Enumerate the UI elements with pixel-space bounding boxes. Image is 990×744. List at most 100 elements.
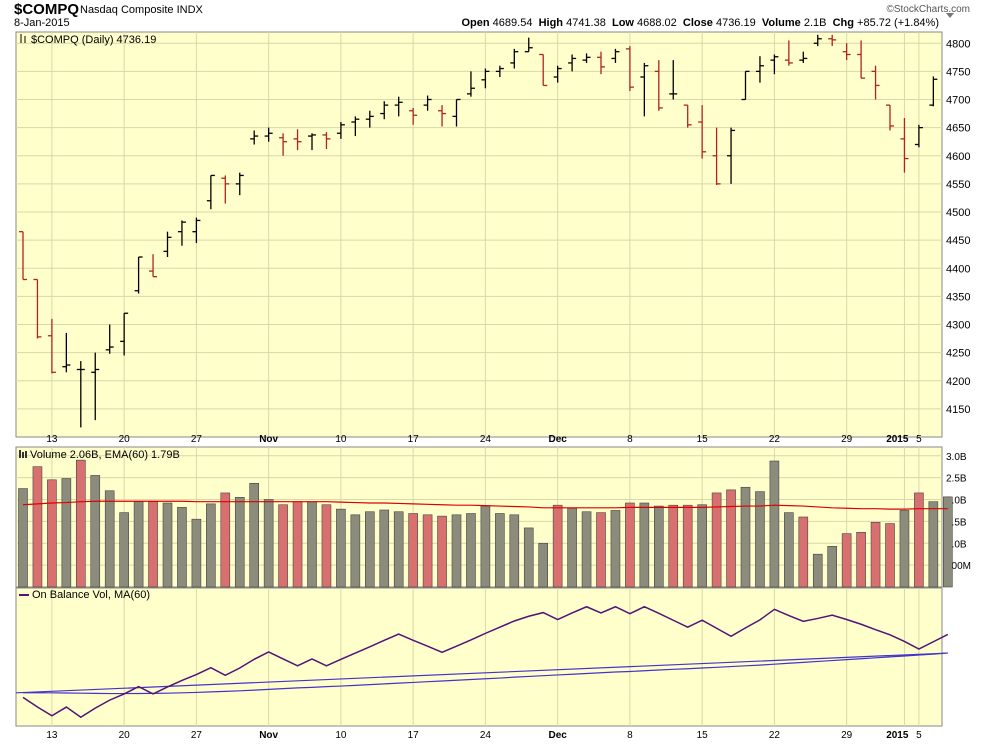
x-axis-label: 22 bbox=[769, 434, 781, 445]
price-panel bbox=[15, 31, 943, 438]
price-axis-label: 4600 bbox=[946, 151, 970, 163]
ohlc-bar bbox=[568, 54, 577, 72]
volume-bar bbox=[234, 497, 245, 588]
volume-bar bbox=[697, 504, 707, 588]
volume-bar bbox=[740, 486, 751, 588]
x-axis-label-bottom: 24 bbox=[480, 730, 492, 741]
ohlc-bar bbox=[510, 48, 519, 69]
obv-legend-text: On Balance Vol, MA(60) bbox=[32, 589, 150, 601]
low-value: 4688.02 bbox=[637, 17, 677, 29]
ohlc-bar bbox=[683, 104, 692, 128]
volume-bar bbox=[61, 478, 72, 588]
volume-bar bbox=[495, 513, 505, 588]
ohlc-bar bbox=[886, 104, 894, 131]
volume-bar bbox=[76, 459, 86, 588]
volume-axis-label: 1.5B bbox=[946, 517, 967, 528]
ohlc-bar bbox=[799, 51, 808, 63]
volume-axis-label: 2.0B bbox=[946, 496, 967, 507]
price-axis-label: 4800 bbox=[946, 38, 970, 50]
volume-bar bbox=[278, 504, 288, 588]
volume-bar bbox=[610, 510, 621, 588]
price-axis-label: 4450 bbox=[946, 235, 970, 247]
ohlc-bar bbox=[481, 68, 490, 89]
ohlc-bar bbox=[76, 361, 85, 428]
ohlc-bar bbox=[582, 53, 591, 63]
ohlc-bar bbox=[784, 40, 793, 66]
ohlc-bar bbox=[365, 110, 374, 128]
ohlc-bar bbox=[62, 332, 71, 373]
x-axis-label-bottom: 10 bbox=[335, 730, 347, 741]
ohlc-bar bbox=[394, 96, 403, 117]
x-axis-label-bottom: 15 bbox=[697, 730, 709, 741]
ohlc-bar bbox=[842, 43, 851, 61]
price-axis-label: 4200 bbox=[946, 376, 970, 388]
ohlc-bar bbox=[741, 70, 750, 101]
volume-bar bbox=[914, 492, 924, 588]
ohlc-bar bbox=[597, 51, 605, 75]
volume-bar bbox=[567, 507, 577, 588]
volume-bar bbox=[596, 512, 606, 588]
volume-bar bbox=[726, 489, 736, 588]
volume-bar bbox=[220, 492, 231, 588]
high-label: High bbox=[538, 17, 564, 29]
x-axis-label: Nov bbox=[259, 434, 278, 445]
volume-bar bbox=[885, 523, 895, 588]
price-axis-label: 4250 bbox=[946, 348, 970, 360]
ohlc-bar bbox=[250, 130, 259, 145]
volume-bar bbox=[336, 508, 346, 588]
ohlc-bar bbox=[611, 48, 620, 63]
ohlc-bar bbox=[770, 54, 779, 75]
quote-summary: Open 4689.54 High 4741.38 Low 4688.02 Cl… bbox=[461, 17, 939, 29]
ohlc-bar bbox=[669, 60, 678, 100]
price-axis-label: 4750 bbox=[946, 66, 970, 78]
ohlc-bar bbox=[857, 40, 866, 79]
chart-menu-arrow-icon bbox=[946, 13, 954, 18]
ohlc-bar bbox=[900, 118, 909, 173]
volume-bar bbox=[784, 512, 794, 588]
ohlc-bar bbox=[380, 101, 389, 120]
ohlc-bar bbox=[105, 324, 114, 354]
ohlc-bar bbox=[134, 256, 143, 294]
volume-bar bbox=[856, 532, 866, 588]
ohlc-bar bbox=[163, 231, 172, 257]
x-axis-label-bottom: 5 bbox=[916, 730, 922, 741]
obv-panel bbox=[15, 587, 943, 727]
volume-bar bbox=[451, 514, 462, 588]
x-axis-label: 8 bbox=[627, 434, 633, 445]
volume-bar bbox=[191, 518, 202, 588]
x-axis-label: Dec bbox=[548, 434, 567, 445]
obv-line bbox=[22, 605, 949, 719]
ohlc-bar bbox=[336, 122, 345, 139]
volume-bar bbox=[162, 502, 173, 588]
volume-bar bbox=[408, 513, 418, 588]
volume-ema-line bbox=[22, 500, 948, 510]
volume-bar bbox=[133, 501, 144, 588]
volume-bar bbox=[321, 504, 332, 588]
x-axis-label-bottom: 29 bbox=[841, 730, 853, 741]
volume-bar bbox=[393, 511, 404, 588]
ohlc-bar bbox=[452, 98, 461, 127]
volume-bar bbox=[899, 510, 910, 588]
price-legend bbox=[20, 34, 26, 43]
volume-bar bbox=[437, 515, 447, 588]
volume-bar bbox=[249, 483, 259, 588]
ohlc-bar bbox=[322, 132, 331, 149]
volume-bar bbox=[47, 479, 57, 588]
volume-bar bbox=[292, 501, 303, 588]
ohlc-bar bbox=[914, 124, 923, 148]
price-axis-label: 4400 bbox=[946, 263, 970, 275]
ohlc-bar bbox=[206, 174, 215, 210]
x-axis-label: 15 bbox=[697, 434, 709, 445]
volume-bar bbox=[523, 527, 534, 588]
ohlc-bar bbox=[539, 53, 548, 87]
volume-bar bbox=[90, 475, 101, 588]
volume-legend-text: Volume 2.06B, EMA(60) 1.79B bbox=[30, 449, 180, 461]
volume-bar bbox=[538, 542, 549, 588]
x-axis-label: 24 bbox=[480, 434, 492, 445]
volume-bar bbox=[928, 501, 939, 588]
volume-bar bbox=[942, 496, 953, 588]
x-axis-label: 13 bbox=[46, 434, 58, 445]
ohlc-bar bbox=[871, 65, 880, 100]
volume-bar bbox=[653, 505, 664, 588]
volume-bar bbox=[177, 507, 187, 588]
